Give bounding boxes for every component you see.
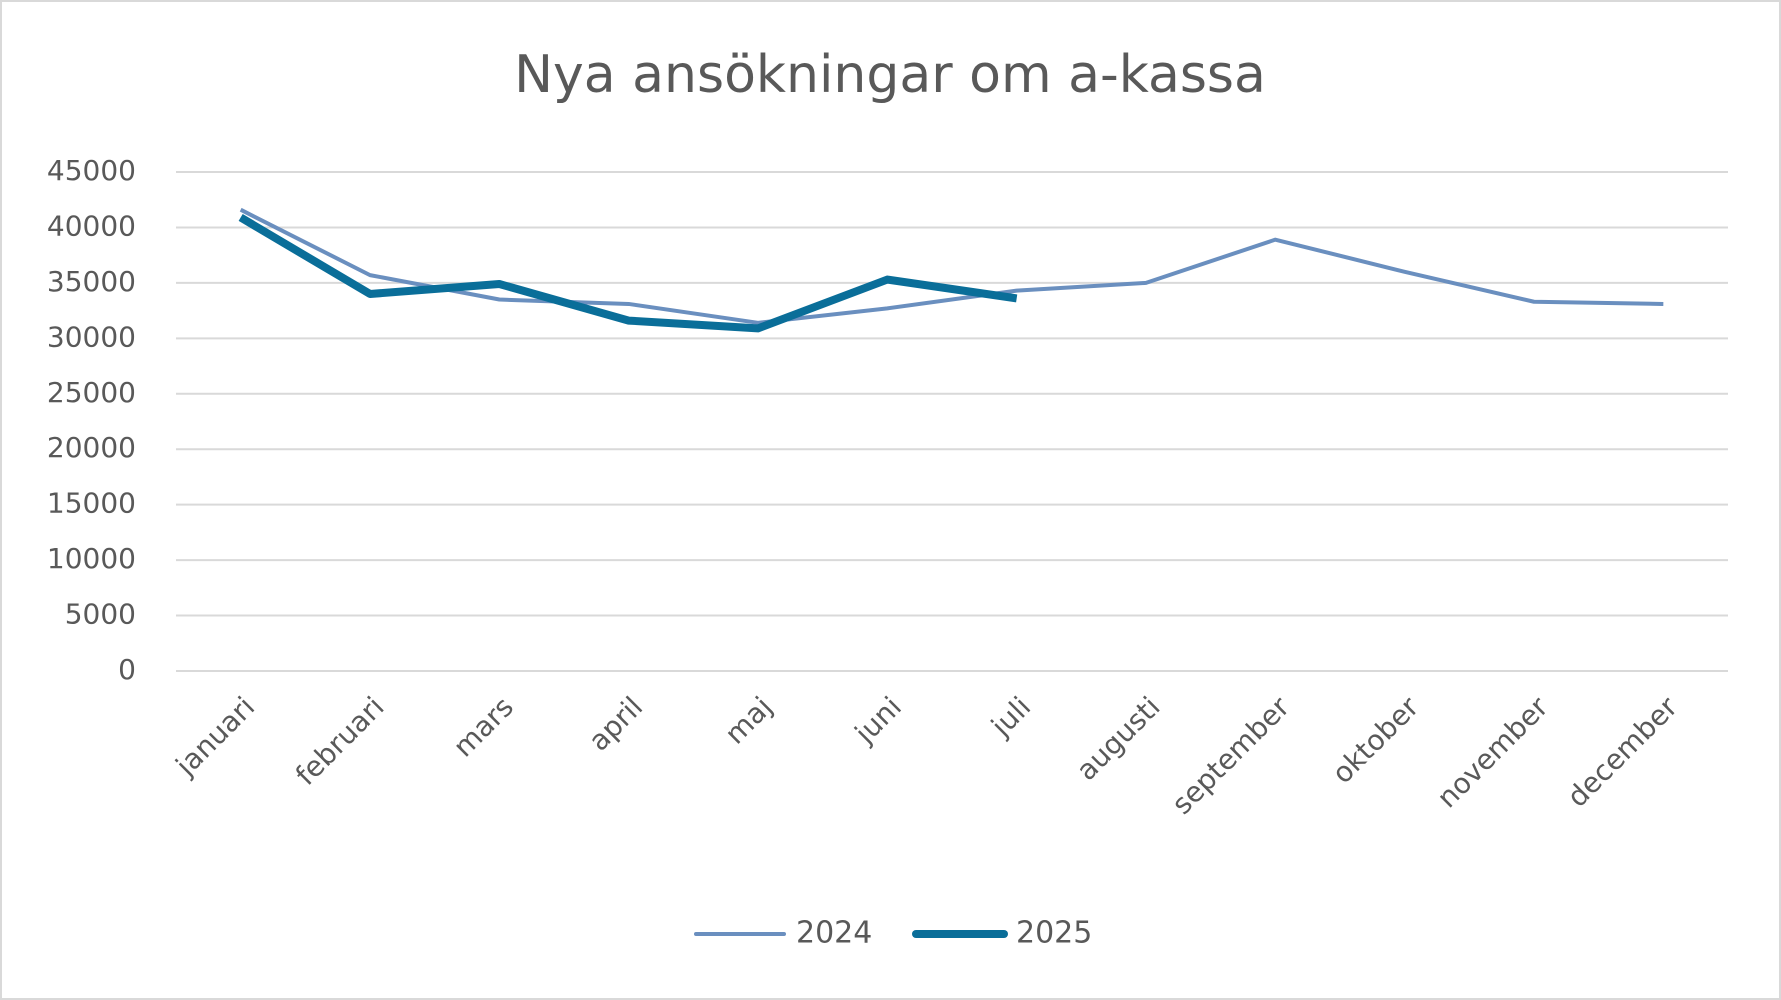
- y-tick-label: 35000: [47, 265, 136, 298]
- line-series: [239, 207, 1664, 325]
- line-series: [238, 214, 1018, 333]
- y-tick-label: 45000: [47, 154, 136, 187]
- y-tick-label: 10000: [47, 542, 136, 575]
- y-tick-label: 40000: [47, 209, 136, 242]
- y-tick-label: 0: [118, 653, 136, 686]
- chart-title: Nya ansökningar om a-kassa: [514, 45, 1266, 105]
- legend-label: 2025: [1016, 916, 1092, 951]
- legend-label: 2024: [796, 916, 872, 951]
- y-tick-label: 25000: [47, 376, 136, 409]
- y-tick-label: 20000: [47, 431, 136, 464]
- y-tick-label: 30000: [47, 320, 136, 353]
- y-tick-label: 5000: [65, 598, 136, 631]
- y-tick-label: 15000: [47, 487, 136, 520]
